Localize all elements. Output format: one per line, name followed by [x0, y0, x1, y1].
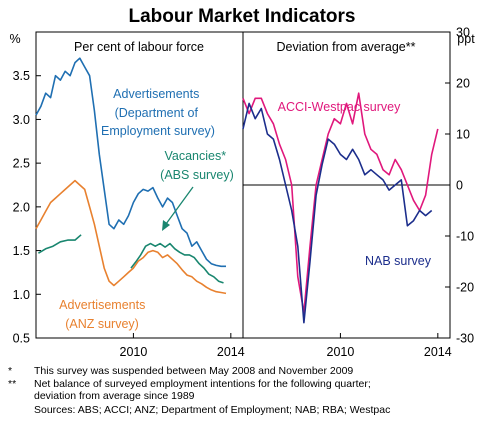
footnote-2-text-line-1: Net balance of surveyed employment inten…	[34, 378, 371, 390]
footnote-2: ** Net balance of surveyed employment in…	[8, 378, 371, 402]
x-tick-label-p0-2014: 2014	[217, 345, 245, 359]
series-label-nab: NAB survey	[365, 254, 432, 268]
series-line-vacancies-abs-survey-0	[37, 234, 82, 254]
y-tick-label-left-1: 1.0	[13, 288, 30, 302]
y-tick-label-right-0: 0	[456, 179, 463, 193]
vacancies-pointer-arrowhead	[162, 220, 170, 231]
series-line-advertisements-department-of-employment-survey-0	[35, 57, 226, 268]
y-tick-label-left-2p5: 2.5	[13, 157, 30, 171]
y-tick-label-left-2: 2.0	[13, 200, 30, 214]
series-label-anz-line-1: Advertisements	[59, 298, 145, 312]
sources-note: Sources: ABS; ACCI; ANZ; Department of E…	[34, 404, 391, 416]
left-panel-subtitle: Per cent of labour force	[74, 40, 204, 54]
series-label-dept-employment-line-2: (Department of	[115, 106, 199, 120]
y-tick-label-right-neg30: -30	[456, 332, 474, 346]
chart-title: Labour Market Indicators	[129, 6, 356, 27]
series-label-dept-employment-line-3: Employment survey)	[101, 124, 215, 138]
footnote-2-text-line-2: deviation from average since 1989	[34, 390, 195, 402]
series-label-anz: Advertisements (ANZ survey)	[59, 298, 149, 331]
y-tick-label-right-30: 30	[456, 26, 470, 40]
series-label-acci-westpac: ACCI-Westpac survey	[278, 100, 401, 114]
series-label-dept-employment: Advertisements (Department of Employment…	[101, 87, 215, 138]
series-label-vacancies-line-1: Vacancies*	[164, 149, 226, 163]
footnote-2-mark: **	[8, 378, 17, 390]
series-line-advertisements-anz-survey-0	[35, 179, 227, 295]
y-tick-label-right-20: 20	[456, 77, 470, 91]
vacancies-pointer-line	[165, 186, 194, 225]
series-label-anz-line-2: (ANZ survey)	[65, 317, 139, 331]
series-line-nab-survey-0	[242, 102, 433, 324]
x-tick-label-p1-2010: 2010	[327, 345, 355, 359]
series-label-dept-employment-line-1: Advertisements	[113, 87, 199, 101]
y-tick-label-left-1p5: 1.5	[13, 244, 30, 258]
right-panel-subtitle: Deviation from average**	[277, 40, 416, 54]
y-tick-label-left-3: 3.0	[13, 113, 30, 127]
series-label-vacancies-line-2: (ABS survey)	[160, 168, 234, 182]
series-line-vacancies-abs-survey-1	[130, 242, 224, 284]
footnote-1: * This survey was suspended between May …	[8, 365, 354, 377]
footnote-1-text: This survey was suspended between May 20…	[34, 365, 354, 377]
y-tick-label-right-10: 10	[456, 128, 470, 142]
x-tick-label-p0-2010: 2010	[120, 345, 148, 359]
y-tick-label-left-0p5: 0.5	[13, 332, 30, 346]
y-tick-label-left-3p5: 3.5	[13, 69, 30, 83]
series-label-vacancies: Vacancies* (ABS survey)	[160, 149, 234, 182]
footnote-1-mark: *	[8, 365, 13, 377]
x-tick-label-p1-2014: 2014	[424, 345, 452, 359]
y-tick-label-right-neg10: -10	[456, 230, 474, 244]
series-line-acci-westpac-survey-0	[242, 92, 439, 314]
right-y-unit: ppt	[457, 32, 475, 46]
y-tick-label-right-neg20: -20	[456, 281, 474, 295]
left-y-unit: %	[9, 32, 20, 46]
